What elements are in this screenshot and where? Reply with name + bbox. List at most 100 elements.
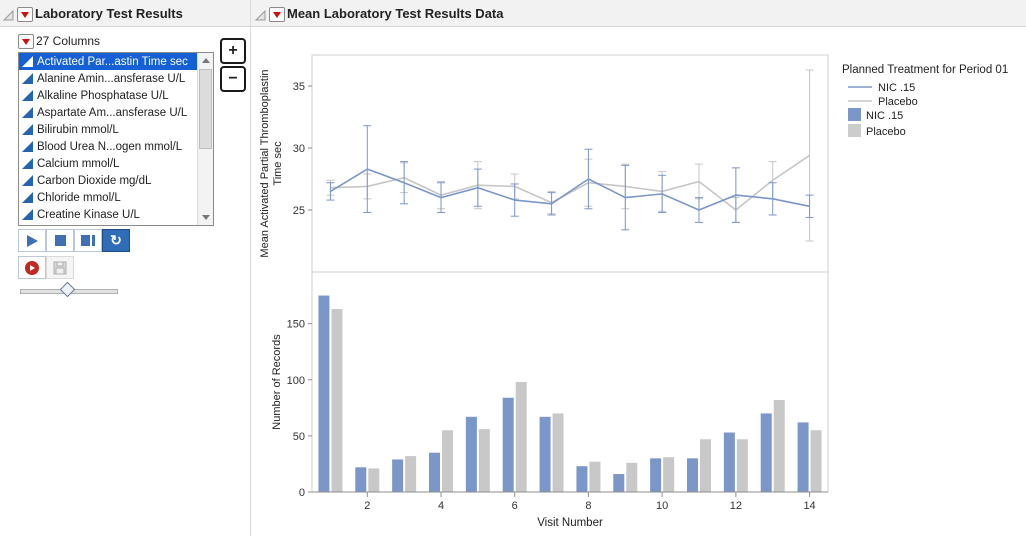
stop-button[interactable] [46,229,74,252]
scroll-down-icon[interactable] [198,210,213,225]
column-label: Calcium mmol/L [37,157,120,170]
column-list-item[interactable]: Aspartate Am...ansferase U/L [19,104,198,121]
bar-nic[interactable] [687,458,698,492]
bar-placebo[interactable] [331,309,343,492]
y-tick-label: 100 [287,375,305,387]
bar-nic[interactable] [355,467,367,492]
column-list-item[interactable]: Carbon Dioxide mg/dL [19,172,198,189]
speed-slider-thumb[interactable] [59,281,76,298]
column-label: Creatine Kinase U/L [37,208,140,221]
bar-placebo[interactable] [663,457,675,492]
columns-count-label: 27 Columns [36,34,101,48]
bar-placebo[interactable] [626,462,638,492]
bar-nic[interactable] [465,416,477,492]
columns-list-scrollbar[interactable] [197,53,213,225]
column-label: Blood Urea N...ogen mmol/L [37,140,183,153]
bar-chart: 0 50 100 150 Number of Records 2 4 6 8 10 12 14 Visi… [271,271,829,529]
column-list-item[interactable]: Calcium mmol/L [19,155,198,172]
column-list-item[interactable]: Alanine Amin...ansferase U/L [19,70,198,87]
left-panel-title: Laboratory Test Results [35,6,183,21]
column-list-item[interactable]: Bilirubin mmol/L [19,121,198,138]
play-button[interactable] [18,229,46,252]
legend-swatch[interactable] [848,124,861,137]
add-button[interactable]: + [220,38,246,64]
red-triangle-menu-left[interactable] [17,7,33,22]
bar-placebo[interactable] [736,439,748,492]
y-tick-label: 150 [287,319,305,331]
collapse-sash-main-icon[interactable] [254,8,266,21]
x-tick-label: 4 [438,500,444,512]
columns-listbox[interactable]: Activated Par...astin Time sec Alanine Am… [18,52,214,226]
bar-placebo[interactable] [442,430,453,492]
bar-nic[interactable] [723,432,735,492]
column-label: Carbon Dioxide mg/dL [37,174,152,187]
legend-swatch-label[interactable]: Placebo [866,126,906,138]
bar-nic[interactable] [502,397,514,492]
top-chart-ylabel-line2: Time sec [272,141,284,186]
charts[interactable]: 25 30 35 Mean Activated Partial Thromboplas… [252,26,1026,536]
red-triangle-menu-columns[interactable] [18,34,34,49]
bar-placebo[interactable] [552,413,564,492]
column-list-item[interactable]: Alkaline Phosphatase U/L [19,87,198,104]
red-triangle-menu-main[interactable] [269,7,285,22]
loop-button[interactable]: ↻ [102,229,130,252]
continuous-column-icon [22,107,33,118]
continuous-column-icon [22,209,33,220]
step-button[interactable] [74,229,102,252]
y-tick-label: 0 [299,487,305,499]
bar-nic[interactable] [429,452,440,492]
x-tick-label: 14 [803,500,815,512]
x-tick-label: 8 [585,500,591,512]
columns-list-items: Activated Par...astin Time sec Alanine Am… [19,53,198,225]
top-chart-ylabel: Mean Activated Partial Thromboplastin [259,69,271,257]
column-label: Chloride mmol/L [37,191,121,204]
continuous-column-icon [22,73,33,84]
panel-divider[interactable] [250,0,251,536]
legend-swatch[interactable] [848,108,861,121]
bottom-chart-ylabel: Number of Records [271,334,283,430]
header-strip [0,0,1026,27]
step-icon-bar [92,235,95,246]
bar-nic[interactable] [760,413,772,492]
column-list-item[interactable]: Creatine Kinase U/L [19,206,198,223]
record-button[interactable] [18,256,46,279]
bar-nic[interactable] [797,422,809,492]
bar-placebo[interactable] [405,456,417,492]
floppy-disk-icon [53,261,67,274]
main-panel-title: Mean Laboratory Test Results Data [287,6,504,21]
bar-placebo[interactable] [368,468,380,492]
column-list-item[interactable]: Chloride mmol/L [19,189,198,206]
red-triangle-icon [273,11,281,18]
x-tick-label: 2 [364,500,370,512]
legend-line-label[interactable]: Placebo [878,96,918,108]
continuous-column-icon [22,90,33,101]
legend-line-label[interactable]: NIC .15 [878,82,915,94]
collapse-sash-left-icon[interactable] [2,8,14,21]
bar-nic[interactable] [576,466,588,492]
column-list-item[interactable]: Activated Par...astin Time sec [19,53,198,70]
remove-button[interactable]: − [220,66,246,92]
red-triangle-icon [22,38,30,45]
bar-placebo[interactable] [810,430,822,492]
bar-placebo[interactable] [773,399,785,492]
legend-swatch-label[interactable]: NIC .15 [866,110,903,122]
column-list-item[interactable]: Blood Urea N...ogen mmol/L [19,138,198,155]
scroll-up-icon[interactable] [198,53,213,68]
bar-nic[interactable] [613,474,625,492]
scrollbar-thumb[interactable] [199,69,212,149]
bar-nic[interactable] [650,458,662,492]
bar-placebo[interactable] [700,439,711,492]
continuous-column-icon [22,175,33,186]
y-tick-label: 25 [293,205,305,217]
bar-placebo[interactable] [515,382,527,492]
continuous-column-icon [22,141,33,152]
x-tick-label: 12 [730,500,742,512]
bar-placebo[interactable] [478,429,490,492]
x-axis-label: Visit Number [537,517,603,529]
bar-nic[interactable] [392,459,404,492]
y-tick-label: 30 [293,143,305,155]
bar-nic[interactable] [539,416,551,492]
bar-placebo[interactable] [589,461,601,492]
bar-nic[interactable] [318,295,330,492]
continuous-column-icon [22,56,33,67]
